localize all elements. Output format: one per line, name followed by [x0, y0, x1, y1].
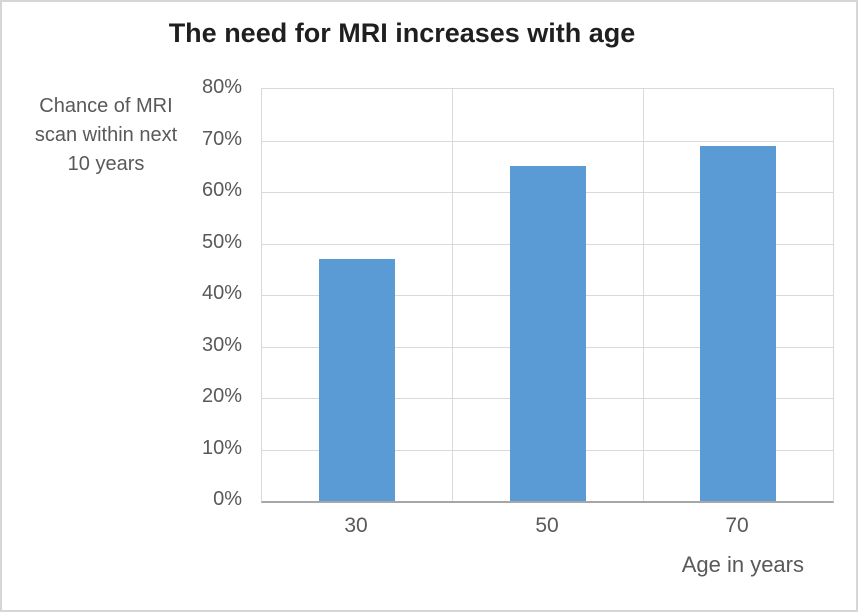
chart-title: The need for MRI increases with age: [168, 18, 636, 48]
x-tick-label-30: 30: [344, 514, 368, 537]
y-tick-label-10: 10%: [201, 436, 242, 459]
gridline-vertical: [452, 89, 453, 501]
y-axis-title-line: 10 years: [67, 153, 145, 175]
y-tick-label-0: 0%: [213, 488, 242, 510]
y-tick-label-80: 80%: [201, 76, 242, 98]
y-tick-label-60: 60%: [201, 179, 242, 201]
bar-70: [700, 146, 776, 501]
y-tick-label-40: 40%: [201, 282, 242, 304]
y-axis-title-line: scan within next: [34, 124, 178, 146]
y-tick-label-20: 20%: [201, 385, 242, 407]
x-tick-label-70: 70: [725, 514, 749, 537]
gridline-vertical: [643, 89, 644, 501]
y-axis-title-line: Chance of MRI: [39, 95, 173, 117]
y-tick-label-30: 30%: [201, 333, 242, 356]
y-tick-label-50: 50%: [201, 230, 242, 253]
gridline-horizontal: [262, 140, 833, 142]
y-tick-label-70: 70%: [201, 127, 242, 150]
bar-50: [510, 166, 586, 501]
y-axis-title: Chance of MRI scan within next 10 years: [20, 92, 192, 179]
plot-area: [261, 88, 834, 503]
x-axis-title: Age in years: [681, 552, 804, 577]
x-tick-label-50: 50: [535, 514, 559, 537]
bar-30: [319, 259, 395, 501]
